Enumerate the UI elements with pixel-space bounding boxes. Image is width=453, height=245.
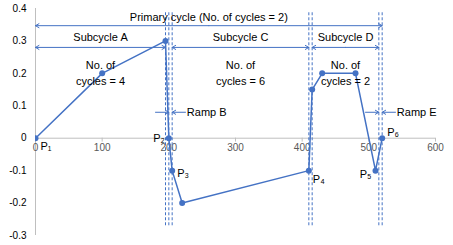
svg-text:0.1: 0.1 <box>13 100 27 111</box>
svg-text:0.4: 0.4 <box>13 3 27 14</box>
svg-text:-0.1: -0.1 <box>9 165 27 176</box>
svg-text:P₄: P₄ <box>313 173 325 185</box>
svg-text:No. ofcycles = 4: No. ofcycles = 4 <box>76 59 125 88</box>
svg-text:0.3: 0.3 <box>13 35 27 46</box>
svg-text:0: 0 <box>33 142 39 153</box>
svg-text:P₂: P₂ <box>153 132 165 144</box>
svg-text:400: 400 <box>293 142 311 154</box>
svg-text:No. ofcycles = 2: No. ofcycles = 2 <box>321 59 370 88</box>
svg-text:P₅: P₅ <box>360 168 372 180</box>
svg-text:200: 200 <box>160 142 178 154</box>
svg-text:P₁: P₁ <box>41 140 52 152</box>
svg-text:500: 500 <box>360 142 377 153</box>
svg-text:Ramp E: Ramp E <box>397 106 437 118</box>
svg-text:P₃: P₃ <box>177 167 189 179</box>
svg-text:No. ofcycles = 6: No. ofcycles = 6 <box>216 59 265 88</box>
svg-text:100: 100 <box>94 142 111 153</box>
svg-text:300: 300 <box>227 142 244 153</box>
svg-text:-0.2: -0.2 <box>9 197 27 208</box>
svg-text:Subcycle D: Subcycle D <box>318 31 374 43</box>
svg-text:600: 600 <box>427 142 444 153</box>
svg-text:0: 0 <box>21 132 27 143</box>
svg-text:P₆: P₆ <box>387 126 399 138</box>
svg-text:P₁: P₁ <box>41 140 52 151</box>
svg-text:Primary cycle (No. of cycles =: Primary cycle (No. of cycles = 2) <box>130 11 288 23</box>
svg-text:Ramp B: Ramp B <box>187 106 227 118</box>
svg-text:Subcycle C: Subcycle C <box>213 31 269 43</box>
svg-text:Subcycle A: Subcycle A <box>73 31 128 43</box>
svg-text:0.2: 0.2 <box>13 68 27 79</box>
svg-text:-0.3: -0.3 <box>9 230 27 241</box>
